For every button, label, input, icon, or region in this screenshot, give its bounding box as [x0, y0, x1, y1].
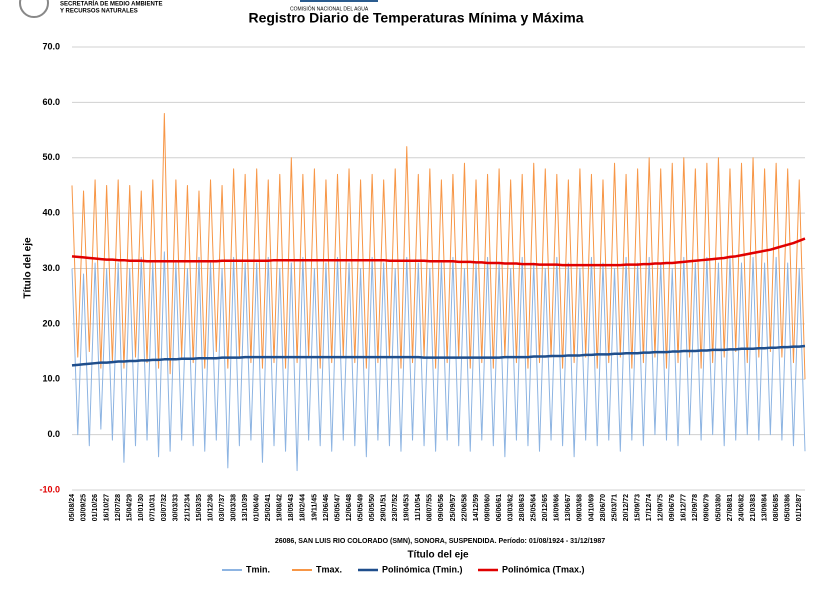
x-tick-label: 12/06/46 — [323, 494, 330, 521]
legend-label: Polinómica (Tmax.) — [502, 564, 585, 574]
x-tick-label: 28/08/63 — [519, 494, 526, 521]
x-tick-label: 18/02/44 — [300, 494, 307, 521]
x-tick-label: 11/10/54 — [415, 494, 422, 521]
x-tick-label: 01/10/26 — [92, 494, 99, 521]
x-tick-label: 20/12/65 — [542, 494, 549, 521]
x-tick-label: 23/07/52 — [392, 494, 399, 521]
x-tick-label: 19/08/42 — [277, 494, 284, 521]
x-tick-label: 12/09/75 — [658, 494, 665, 521]
logo-text: SECRETARÍA DE MEDIO AMBIENTE — [60, 0, 162, 8]
x-tick-label: 17/12/74 — [646, 494, 653, 521]
y-tick-label: 40.0 — [42, 208, 60, 218]
x-tick-label: 29/01/51 — [381, 494, 388, 521]
series-line — [71, 112, 806, 380]
x-tick-label: 09/03/68 — [577, 494, 584, 521]
x-tick-label: 20/12/72 — [623, 494, 630, 521]
x-tick-label: 03/07/37 — [219, 494, 226, 521]
x-tick-label: 15/03/35 — [196, 494, 203, 521]
logo-text: COMISIÓN NACIONAL DEL AGUA — [290, 5, 369, 12]
x-tick-label: 16/09/66 — [554, 494, 561, 521]
x-tick-label: 05/05/50 — [369, 494, 376, 521]
x-tick-label: 10/01/30 — [138, 494, 145, 521]
x-tick-label: 15/04/29 — [127, 494, 134, 521]
x-tick-label: 19/11/45 — [311, 494, 318, 521]
x-tick-label: 15/09/73 — [634, 494, 641, 521]
x-tick-label: 03/03/62 — [507, 494, 514, 521]
x-tick-label: 05/03/86 — [785, 494, 792, 521]
x-tick-label: 13/09/84 — [761, 494, 768, 521]
x-tick-label: 06/06/61 — [496, 494, 503, 521]
y-tick-label: -10.0 — [39, 484, 60, 494]
x-tick-label: 09/06/76 — [669, 494, 676, 521]
y-tick-label: 30.0 — [42, 263, 60, 273]
x-tick-label: 13/06/67 — [565, 494, 572, 521]
x-tick-label: 25/02/41 — [265, 494, 272, 521]
x-tick-label: 30/03/33 — [173, 494, 180, 521]
x-tick-label: 05/05/49 — [357, 494, 364, 521]
x-tick-label: 18/05/43 — [288, 494, 295, 521]
x-tick-label: 12/06/48 — [346, 494, 353, 521]
x-tick-label: 21/03/83 — [750, 494, 757, 521]
y-tick-label: 0.0 — [47, 429, 60, 439]
x-tick-label: 25/05/64 — [531, 494, 538, 521]
x-tick-label: 24/06/82 — [738, 494, 745, 521]
x-tick-label: 04/10/69 — [588, 494, 595, 521]
y-tick-label: 60.0 — [42, 97, 60, 107]
x-tick-label: 03/07/32 — [161, 494, 168, 521]
x-tick-label: 10/12/36 — [207, 494, 214, 521]
y-tick-label: 70.0 — [42, 41, 60, 51]
x-tick-label: 25/09/57 — [450, 494, 457, 521]
x-tick-label: 16/10/27 — [103, 494, 110, 521]
x-tick-label: 12/07/28 — [115, 494, 122, 521]
legend-label: Tmax. — [316, 564, 342, 574]
x-tick-label: 01/06/40 — [254, 494, 261, 521]
x-tick-label: 22/06/58 — [461, 494, 468, 521]
x-tick-label: 03/09/25 — [80, 494, 87, 521]
x-tick-label: 08/07/55 — [427, 494, 434, 521]
chart-title: Registro Diario de Temperaturas Mínima y… — [248, 10, 583, 26]
x-tick-label: 19/04/53 — [404, 494, 411, 521]
x-tick-label: 07/10/31 — [150, 494, 157, 521]
x-tick-label: 13/10/39 — [242, 494, 249, 521]
x-tick-label: 28/06/70 — [600, 494, 607, 521]
y-tick-label: 50.0 — [42, 152, 60, 162]
logo-mark — [300, 0, 378, 2]
x-tick-label: 05/08/24 — [69, 494, 76, 521]
logo-text: Y RECURSOS NATURALES — [60, 9, 138, 15]
x-tick-label: 12/09/78 — [692, 494, 699, 521]
legend-label: Polinómica (Tmin.) — [382, 564, 463, 574]
y-tick-label: 20.0 — [42, 318, 60, 328]
x-axis-title: Título del eje — [407, 550, 469, 561]
logo: SECRETARÍA DE MEDIO AMBIENTE Y RECURSOS … — [19, 0, 378, 18]
x-tick-label: 14/12/59 — [473, 494, 480, 521]
logo-emblem — [19, 0, 49, 18]
x-tick-label: 21/12/34 — [184, 494, 191, 521]
series-line — [71, 344, 806, 367]
y-axis-title: Título del eje — [23, 237, 34, 299]
x-tick-label: 01/12/87 — [796, 494, 803, 521]
y-tick-label: 10.0 — [42, 374, 60, 384]
x-tick-label: 09/06/56 — [438, 494, 445, 521]
x-tick-label: 09/09/60 — [484, 494, 491, 521]
x-tick-label: 27/08/81 — [727, 494, 734, 521]
x-tick-label: 30/03/38 — [230, 494, 237, 521]
x-tick-label: 16/12/77 — [681, 494, 688, 521]
x-tick-label: 05/05/47 — [334, 494, 341, 521]
chart-subtitle: 26086, SAN LUIS RIO COLORADO (SMN), SONO… — [275, 538, 605, 545]
x-tick-label: 25/03/71 — [611, 494, 618, 521]
series-line — [71, 237, 806, 267]
legend-label: Tmin. — [246, 564, 270, 574]
x-tick-label: 05/03/80 — [715, 494, 722, 521]
x-tick-label: 09/06/79 — [704, 494, 711, 521]
x-tick-label: 08/06/85 — [773, 494, 780, 521]
